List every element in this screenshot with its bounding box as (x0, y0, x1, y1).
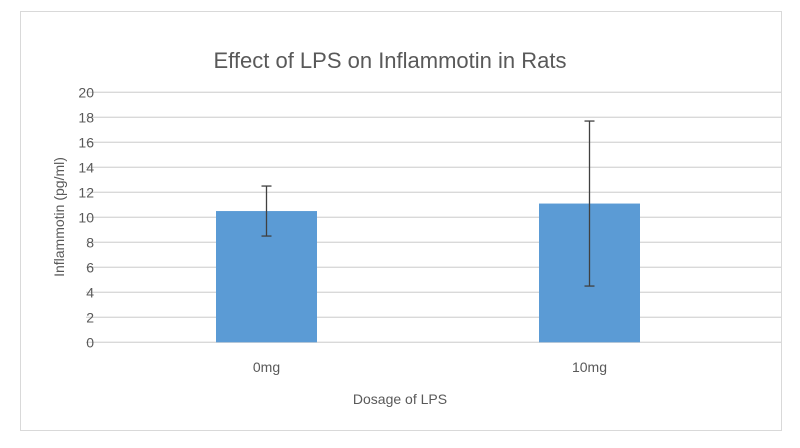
x-tick-label: 10mg (572, 359, 607, 375)
x-axis-label: Dosage of LPS (353, 391, 447, 407)
y-axis-label: Inflammotin (pg/ml) (51, 157, 67, 277)
y-tick-label: 6 (86, 259, 94, 275)
y-tick-label: 4 (86, 284, 94, 300)
chart-frame (20, 11, 782, 431)
y-tick-label: 2 (86, 309, 94, 325)
x-tick-label: 0mg (253, 359, 280, 375)
y-tick-label: 0 (86, 334, 94, 350)
chart-title: Effect of LPS on Inflammotin in Rats (214, 48, 567, 73)
y-tick-label: 12 (78, 184, 94, 200)
y-tick-label: 20 (78, 84, 94, 100)
y-tick-label: 8 (86, 234, 94, 250)
y-tick-label: 14 (78, 159, 94, 175)
y-tick-label: 10 (78, 209, 94, 225)
y-tick-label: 16 (78, 134, 94, 150)
y-tick-label: 18 (78, 109, 94, 125)
